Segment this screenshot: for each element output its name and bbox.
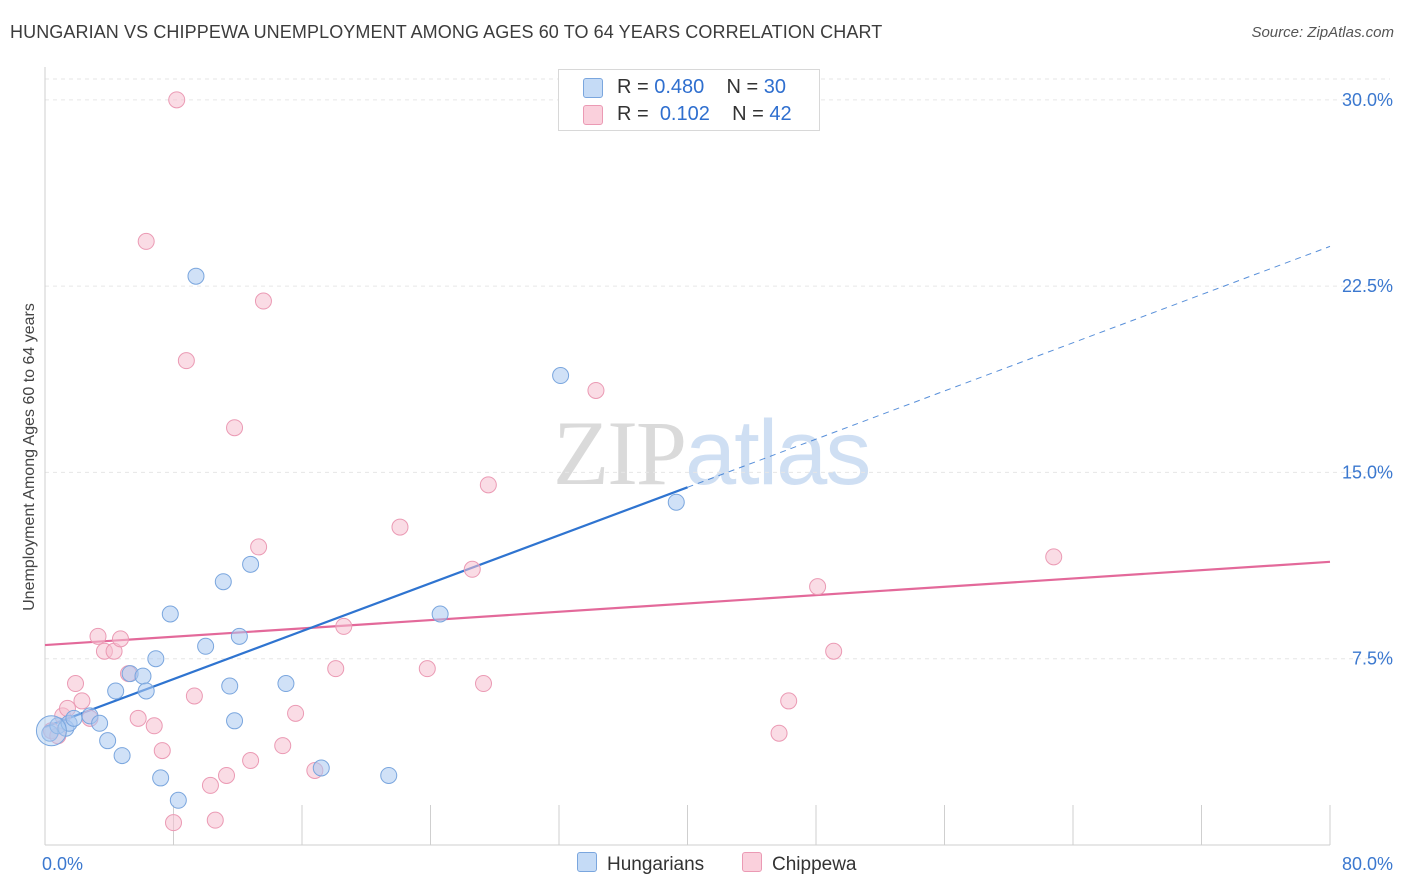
hungarians-point	[242, 555, 260, 573]
chippewa-r-label: R =	[617, 103, 649, 125]
hungarians-point	[552, 367, 570, 385]
hungarians-point	[65, 709, 83, 727]
chippewa-point	[137, 232, 155, 250]
y-axis-label: Unemployment Among Ages 60 to 64 years	[21, 303, 38, 611]
hungarians-point	[197, 637, 215, 655]
chippewa-point	[254, 292, 272, 310]
hungarians-r-value: 0.480	[654, 76, 705, 98]
chippewa-point	[185, 687, 203, 705]
hungarians-point	[169, 791, 187, 809]
chippewa-point	[145, 717, 163, 735]
bottom-legend-chippewa: Chippewa	[742, 852, 857, 876]
chippewa-point	[218, 766, 236, 784]
source-label: Source: ZipAtlas.com	[1251, 24, 1394, 41]
chippewa-point	[153, 742, 171, 760]
hungarians-point	[230, 627, 248, 645]
tick-labels: 7.5% 15.0% 22.5% 30.0% 0.0% 80.0%	[42, 90, 1393, 874]
chippewa-point	[274, 737, 292, 755]
hungarians-trend-extension	[687, 245, 1331, 488]
hungarians-point	[214, 573, 232, 591]
x-tick-label: 80.0%	[1342, 854, 1393, 874]
data-points	[35, 91, 1063, 832]
hungarians-point	[221, 677, 239, 695]
watermark-atlas: atlas	[685, 402, 871, 504]
hungarians-point	[134, 667, 152, 685]
chippewa-point	[327, 660, 345, 678]
hungarians-point	[226, 712, 244, 730]
hungarians-point	[380, 766, 398, 784]
chippewa-point	[206, 811, 224, 829]
hungarians-cluster-point	[35, 715, 67, 747]
chippewa-point	[250, 538, 268, 556]
chippewa-trend-line	[44, 560, 1331, 647]
hungarians-r-label: R =	[617, 76, 649, 98]
hungarians-point	[187, 267, 205, 285]
chippewa-swatch	[583, 105, 603, 125]
y-tick-label: 15.0%	[1342, 462, 1393, 482]
chippewa-point	[67, 675, 85, 693]
chippewa-point	[89, 627, 107, 645]
chippewa-point	[479, 476, 497, 494]
chippewa-point	[335, 617, 353, 635]
y-tick-label: 7.5%	[1352, 649, 1393, 669]
hungarians-swatch	[583, 78, 603, 98]
chippewa-point	[780, 692, 798, 710]
hungarians-point	[91, 714, 109, 732]
hungarians-point	[152, 769, 170, 787]
hungarians-point	[431, 605, 449, 623]
chippewa-point	[177, 352, 195, 370]
axes	[44, 67, 1331, 846]
hungarians-point	[161, 605, 179, 623]
chippewa-point	[242, 752, 260, 770]
bottom-hungarians-label: Hungarians	[607, 854, 705, 875]
chippewa-point	[809, 578, 827, 596]
y-tick-label: 22.5%	[1342, 276, 1393, 296]
chippewa-point	[226, 419, 244, 437]
x-tick-label: 0.0%	[42, 854, 83, 874]
bottom-chippewa-label: Chippewa	[772, 854, 857, 875]
chippewa-point	[1045, 548, 1063, 566]
hungarians-n-value: 30	[763, 76, 787, 98]
hungarians-point	[667, 493, 685, 511]
trend-lines	[44, 245, 1331, 729]
watermark-zip: ZIP	[553, 402, 687, 504]
hungarians-point	[312, 759, 330, 777]
hungarians-point	[277, 675, 295, 693]
chippewa-point	[111, 630, 129, 648]
hungarians-n-label: N =	[726, 76, 759, 98]
chippewa-point	[391, 518, 409, 536]
chippewa-point	[73, 692, 91, 710]
bottom-legend-hungarians: Hungarians	[577, 852, 704, 876]
chippewa-r-value: 0.102	[659, 103, 710, 125]
hungarians-point	[147, 650, 165, 668]
watermark: ZIPatlas	[553, 400, 871, 506]
chippewa-point	[587, 381, 605, 399]
chippewa-point	[129, 709, 147, 727]
chippewa-point	[168, 91, 186, 109]
hungarians-point	[99, 732, 117, 750]
chippewa-point	[770, 724, 788, 742]
chippewa-point	[475, 675, 493, 693]
chippewa-point	[165, 814, 182, 832]
chippewa-point	[463, 560, 481, 578]
hungarians-point	[113, 747, 131, 765]
y-tick-label: 30.0%	[1342, 90, 1393, 110]
chippewa-point	[287, 704, 305, 722]
chippewa-n-label: N =	[732, 103, 764, 125]
hungarians-point	[107, 682, 125, 700]
chippewa-point	[201, 776, 219, 794]
chippewa-point	[418, 660, 436, 678]
hungarians-point	[137, 682, 155, 700]
chippewa-n-value: 42	[769, 103, 792, 125]
chippewa-point	[825, 642, 843, 660]
correlation-legend: R = 0.480 N = 30 R = 0.102 N = 42	[558, 69, 820, 131]
chart-title: HUNGARIAN VS CHIPPEWA UNEMPLOYMENT AMONG…	[10, 22, 883, 42]
bottom-hungarians-swatch	[577, 852, 597, 872]
bottom-chippewa-swatch	[742, 852, 762, 872]
